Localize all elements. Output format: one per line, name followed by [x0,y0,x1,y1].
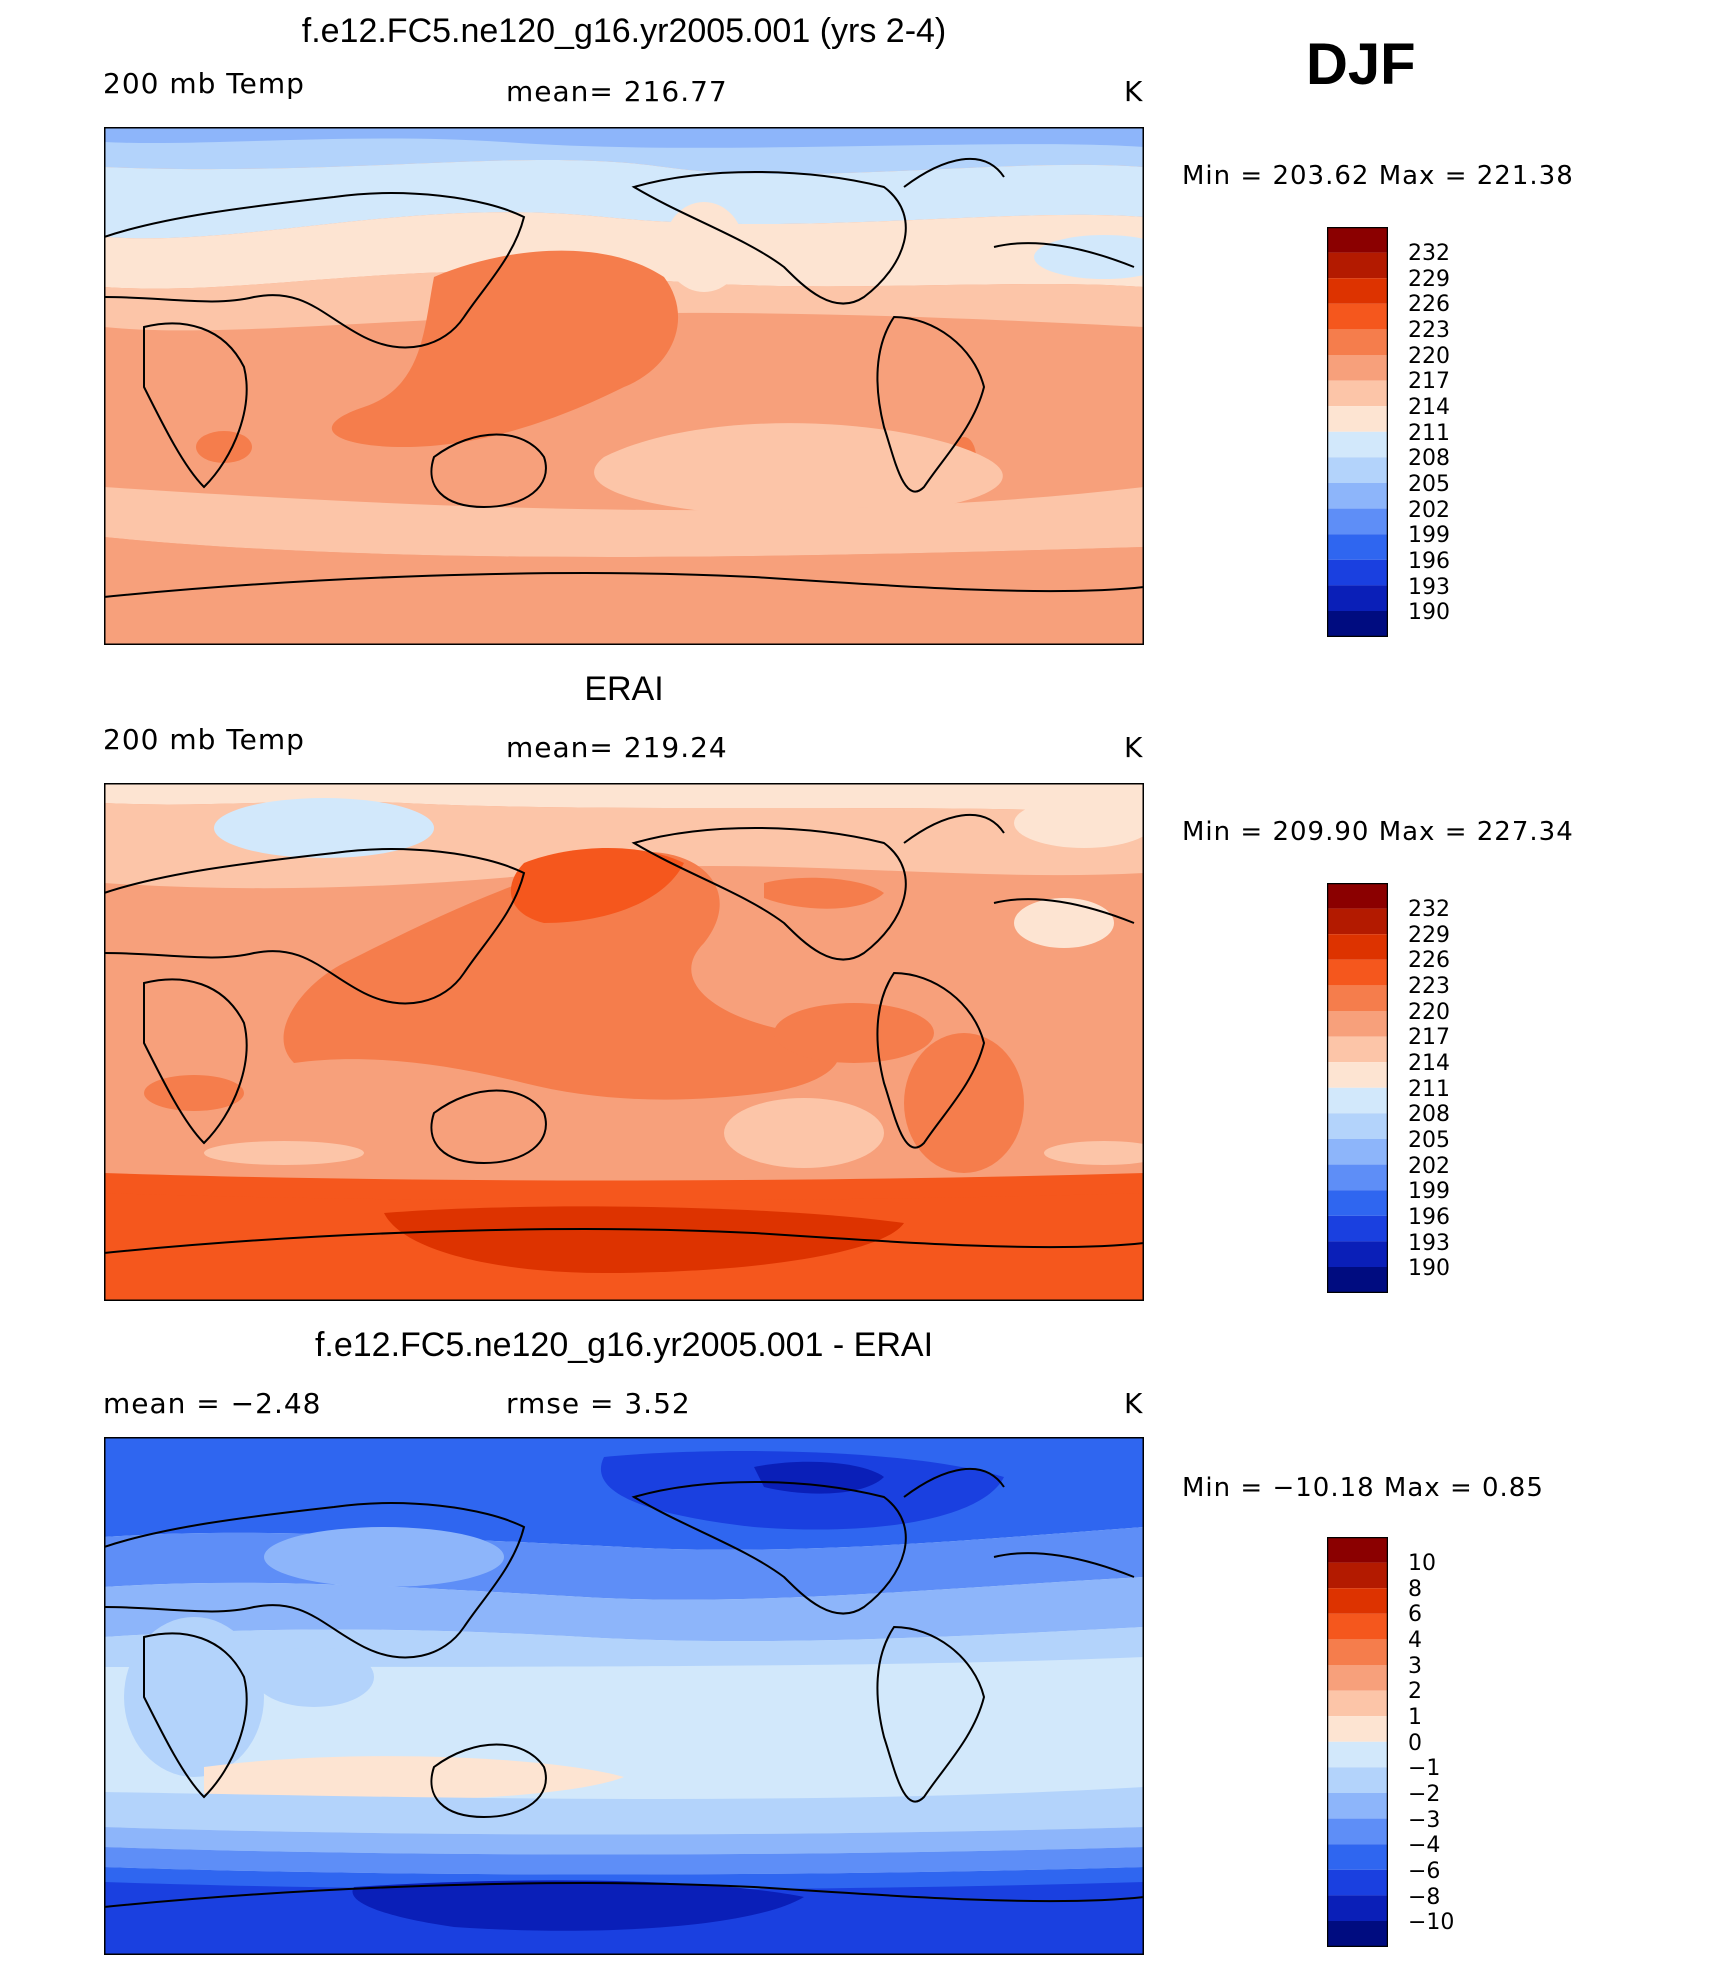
tick-label: −2 [1408,1782,1441,1807]
panel-1-units: K [1124,75,1144,108]
tick-label: 8 [1408,1577,1422,1602]
tick-label: 6 [1408,1602,1422,1627]
tick-label: 226 [1408,948,1450,973]
tick-label: 190 [1408,1256,1450,1281]
tick-label: 190 [1408,600,1450,625]
tick-label: −3 [1408,1808,1441,1833]
tick-label: 214 [1408,395,1450,420]
tick-label: 1 [1408,1705,1422,1730]
panel-2-left-label: 200 mb Temp [103,723,305,756]
tick-label: 220 [1408,1000,1450,1025]
tick-label: 208 [1408,1102,1450,1127]
tick-label: 211 [1408,421,1450,446]
panel-1-colorbar [1326,226,1389,638]
panel-2-units: K [1124,731,1144,764]
panel-3-colorbar [1326,1536,1389,1948]
tick-label: 232 [1408,897,1450,922]
tick-label: 2 [1408,1679,1422,1704]
panel-2-colorbar-svg [1326,882,1389,1294]
tick-label: 211 [1408,1077,1450,1102]
tick-label: −10 [1408,1910,1455,1935]
panel-3-minmax: Min = −10.18 Max = 0.85 [1182,1473,1544,1503]
tick-label: −6 [1408,1859,1441,1884]
tick-label: 208 [1408,446,1450,471]
tick-label: 202 [1408,1154,1450,1179]
tick-label: 3 [1408,1654,1422,1679]
tick-label: 220 [1408,344,1450,369]
tick-label: −1 [1408,1756,1441,1781]
tick-label: 232 [1408,241,1450,266]
panel-1-mean-label: mean= 216.77 [506,75,728,108]
panel-3-rmse-label: rmse = 3.52 [506,1387,691,1420]
tick-label: 193 [1408,1231,1450,1256]
tick-label: 193 [1408,575,1450,600]
tick-label: 217 [1408,369,1450,394]
panel-2-title: ERAI [584,670,664,708]
tick-label: 205 [1408,472,1450,497]
tick-label: 223 [1408,318,1450,343]
tick-label: 0 [1408,1731,1422,1756]
tick-label: 217 [1408,1025,1450,1050]
tick-label: 199 [1408,523,1450,548]
tick-label: 223 [1408,974,1450,999]
tick-label: 226 [1408,292,1450,317]
tick-label: −4 [1408,1833,1441,1858]
panel-1-colorbar-svg [1326,226,1389,638]
panel-1-map [104,127,1144,645]
tick-label: −8 [1408,1885,1441,1910]
panel-2-map [104,783,1144,1301]
panel-3-units: K [1124,1387,1144,1420]
tick-label: 196 [1408,1205,1450,1230]
panel-3-map [104,1437,1144,1955]
tick-label: 214 [1408,1051,1450,1076]
tick-label: 229 [1408,267,1450,292]
season-label: DJF [1306,32,1416,97]
panel-1-left-label: 200 mb Temp [103,67,305,100]
tick-label: 10 [1408,1551,1436,1576]
panel-2-minmax: Min = 209.90 Max = 227.34 [1182,817,1574,847]
panel-3-mean-label: mean = −2.48 [103,1387,322,1420]
panel-1-title: f.e12.FC5.ne120_g16.yr2005.001 (yrs 2-4) [301,12,947,50]
tick-label: 229 [1408,923,1450,948]
tick-label: 196 [1408,549,1450,574]
tick-label: 205 [1408,1128,1450,1153]
tick-label: 4 [1408,1628,1422,1653]
panel-2-colorbar [1326,882,1389,1294]
tick-label: 199 [1408,1179,1450,1204]
panel-2-mean-label: mean= 219.24 [506,731,728,764]
panel-3-title: f.e12.FC5.ne120_g16.yr2005.001 - ERAI [314,1326,934,1364]
tick-label: 202 [1408,498,1450,523]
panel-3-colorbar-svg [1326,1536,1389,1948]
panel-1-minmax: Min = 203.62 Max = 221.38 [1182,161,1574,191]
